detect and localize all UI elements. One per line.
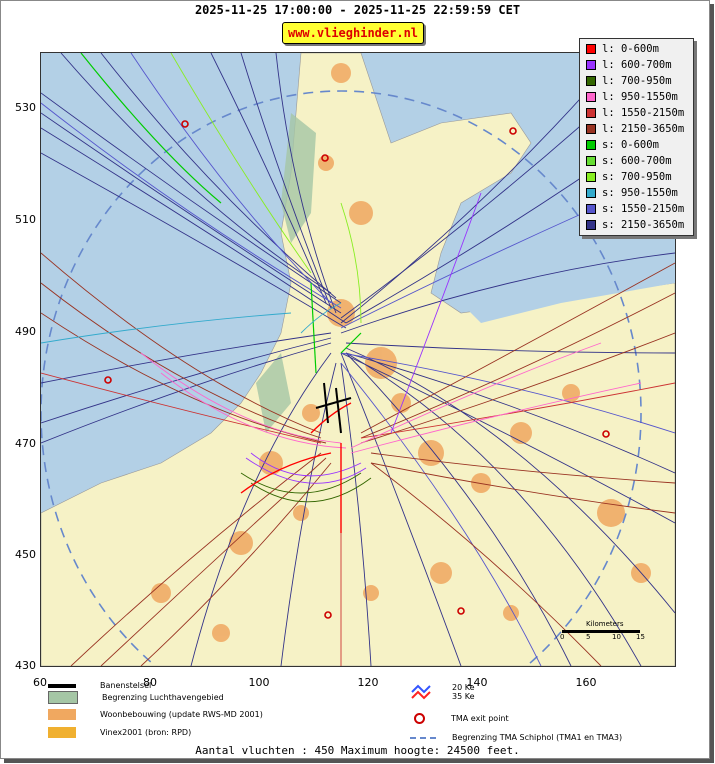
map-canvas — [41, 53, 675, 666]
map-legend: Banenstelsel Begrenzing Luchthavengebied… — [40, 681, 674, 742]
legend-label: s: 700-950m — [602, 171, 672, 183]
legend-label: l: 1550-2150m — [602, 107, 685, 119]
x-tick-label: 80 — [143, 676, 157, 689]
flight-summary: Aantal vluchten : 450 Maximum hoogte: 24… — [195, 744, 520, 757]
scale-bar: Kilometers 0 5 10 15 — [560, 620, 645, 650]
legend-swatch — [586, 188, 596, 198]
scale-tick: 5 — [586, 633, 591, 641]
legend-label: l: 700-950m — [602, 75, 672, 87]
legend-item: l: 600-700m — [580, 57, 693, 73]
scale-tick: 10 — [612, 633, 621, 641]
legend-tma-boundary: Begrenzing TMA Schiphol (TMA1 en TMA3) — [410, 733, 622, 742]
legend-swatch — [586, 156, 596, 166]
legend-runways: Banenstelsel — [48, 681, 151, 690]
scale-title: Kilometers — [586, 620, 624, 628]
legend-item: s: 600-700m — [580, 153, 693, 169]
noise-20-label: 20 Ke — [452, 683, 475, 692]
legend-label: s: 1550-2150m — [602, 203, 685, 215]
time-range-title: 2025-11-25 17:00:00 - 2025-11-25 22:59:5… — [194, 3, 521, 17]
legend-label: s: 0-600m — [602, 139, 659, 151]
legend-swatch — [586, 204, 596, 214]
x-tick-label: 160 — [575, 676, 597, 689]
housing-swatch — [48, 709, 76, 720]
scale-line — [562, 630, 640, 633]
legend-airport-boundary: Begrenzing Luchthavengebied — [48, 691, 224, 704]
legend-item: s: 950-1550m — [580, 185, 693, 201]
legend-item: s: 700-950m — [580, 169, 693, 185]
x-tick-label: 60 — [33, 676, 47, 689]
legend-swatch — [586, 108, 596, 118]
site-label[interactable]: www.vlieghinder.nl — [282, 22, 424, 44]
legend-swatch — [586, 220, 596, 230]
legend-label: l: 2150-3650m — [602, 123, 685, 135]
airport-boundary-swatch — [48, 691, 78, 704]
scale-tick: 0 — [560, 633, 565, 641]
y-tick-label: 510 — [15, 213, 36, 226]
flight-track-map[interactable] — [40, 52, 676, 667]
legend-swatch — [586, 140, 596, 150]
tma-exit-icon — [414, 713, 425, 724]
tma-exit-points — [104, 120, 610, 619]
legend-vinex: Vinex2001 (bron: RPD) — [48, 727, 191, 738]
runway-swatch — [48, 683, 76, 688]
legend-swatch — [586, 44, 596, 54]
y-tick-label: 450 — [15, 548, 36, 561]
legend-label: l: 950-1550m — [602, 91, 678, 103]
legend-swatch — [586, 60, 596, 70]
legend-noise: 20 Ke 35 Ke — [410, 683, 475, 701]
legend-item: l: 2150-3650m — [580, 121, 693, 137]
legend-housing: Woonbebouwing (update RWS-MD 2001) — [48, 709, 263, 720]
legend-item: l: 1550-2150m — [580, 105, 693, 121]
legend-item: l: 0-600m — [580, 41, 693, 57]
vinex-swatch — [48, 727, 76, 738]
x-tick-label: 140 — [466, 676, 488, 689]
x-tick-label: 120 — [357, 676, 379, 689]
legend-label: s: 950-1550m — [602, 187, 678, 199]
altitude-legend: l: 0-600m l: 600-700m l: 700-950m l: 950-15… — [579, 38, 694, 236]
legend-swatch — [586, 92, 596, 102]
tma-boundary — [41, 90, 642, 666]
legend-item: l: 950-1550m — [580, 89, 693, 105]
legend-item: l: 700-950m — [580, 73, 693, 89]
y-tick-label: 470 — [15, 437, 36, 450]
legend-item: s: 1550-2150m — [580, 201, 693, 217]
legend-item: s: 0-600m — [580, 137, 693, 153]
y-tick-label: 430 — [15, 659, 36, 672]
land-area — [41, 53, 675, 666]
legend-item: s: 2150-3650m — [580, 217, 693, 233]
scale-tick: 15 — [636, 633, 645, 641]
nature-zone — [256, 353, 291, 433]
legend-label: l: 0-600m — [602, 43, 659, 55]
legend-label: s: 2150-3650m — [602, 219, 685, 231]
y-tick-label: 530 — [15, 101, 36, 114]
legend-swatch — [586, 172, 596, 182]
legend-swatch — [586, 76, 596, 86]
noise-contour-icon — [411, 684, 431, 700]
y-tick-label: 490 — [15, 325, 36, 338]
tma-boundary-icon — [410, 736, 436, 739]
runways — [315, 382, 352, 434]
x-tick-label: 100 — [248, 676, 270, 689]
noise-35-label: 35 Ke — [452, 692, 475, 701]
legend-tma-exit: TMA exit point — [414, 713, 509, 724]
legend-swatch — [586, 124, 596, 134]
legend-label: s: 600-700m — [602, 155, 672, 167]
legend-label: l: 600-700m — [602, 59, 672, 71]
